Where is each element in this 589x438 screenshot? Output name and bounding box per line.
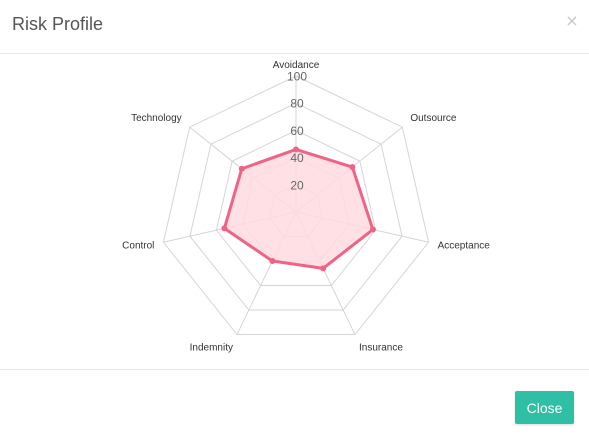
radar-axis-label-insurance: Insurance [359, 343, 403, 354]
radar-series-area [222, 147, 375, 270]
radar-chart: 20 40 60 80 100 Avoidance Outsource Acceptance… [122, 60, 491, 354]
radar-grid-ring [189, 102, 403, 311]
radar-data-point[interactable] [369, 226, 376, 233]
radar-data-point[interactable] [293, 146, 299, 153]
radar-axis-label-technology: Technology [131, 113, 182, 124]
modal-title: Risk Profile [12, 14, 104, 34]
radar-axis-label-acceptance: Acceptance [438, 240, 491, 251]
radar-data-point[interactable] [238, 165, 245, 172]
modal-footer: Close [0, 369, 589, 438]
radar-data-point[interactable] [221, 225, 228, 232]
radar-grid-ring [162, 75, 430, 336]
close-icon[interactable]: × [565, 11, 579, 30]
radar-axis-label-indemnity: Indemnity [190, 343, 233, 354]
radar-tick-label: 60 [290, 124, 304, 138]
radar-tick-label: 100 [287, 70, 307, 84]
radar-tick-label: 80 [290, 97, 304, 111]
radar-data-point[interactable] [320, 265, 327, 272]
radar-axis-label-outsource: Outsource [410, 113, 457, 124]
radar-tick-label: 20 [290, 178, 304, 192]
radar-data-point[interactable] [349, 164, 356, 171]
close-button[interactable]: Close [515, 391, 574, 424]
radar-axis-label-control: Control [122, 240, 154, 251]
modal-header: Risk Profile × [0, 0, 589, 54]
radar-tick-label: 40 [290, 151, 304, 165]
modal-body: 20 40 60 80 100 Avoidance Outsource Acceptance… [0, 54, 589, 369]
radar-axis-label-avoidance: Avoidance [273, 60, 320, 71]
radar-grid-ring [215, 129, 377, 287]
radar-data-point[interactable] [269, 258, 276, 265]
